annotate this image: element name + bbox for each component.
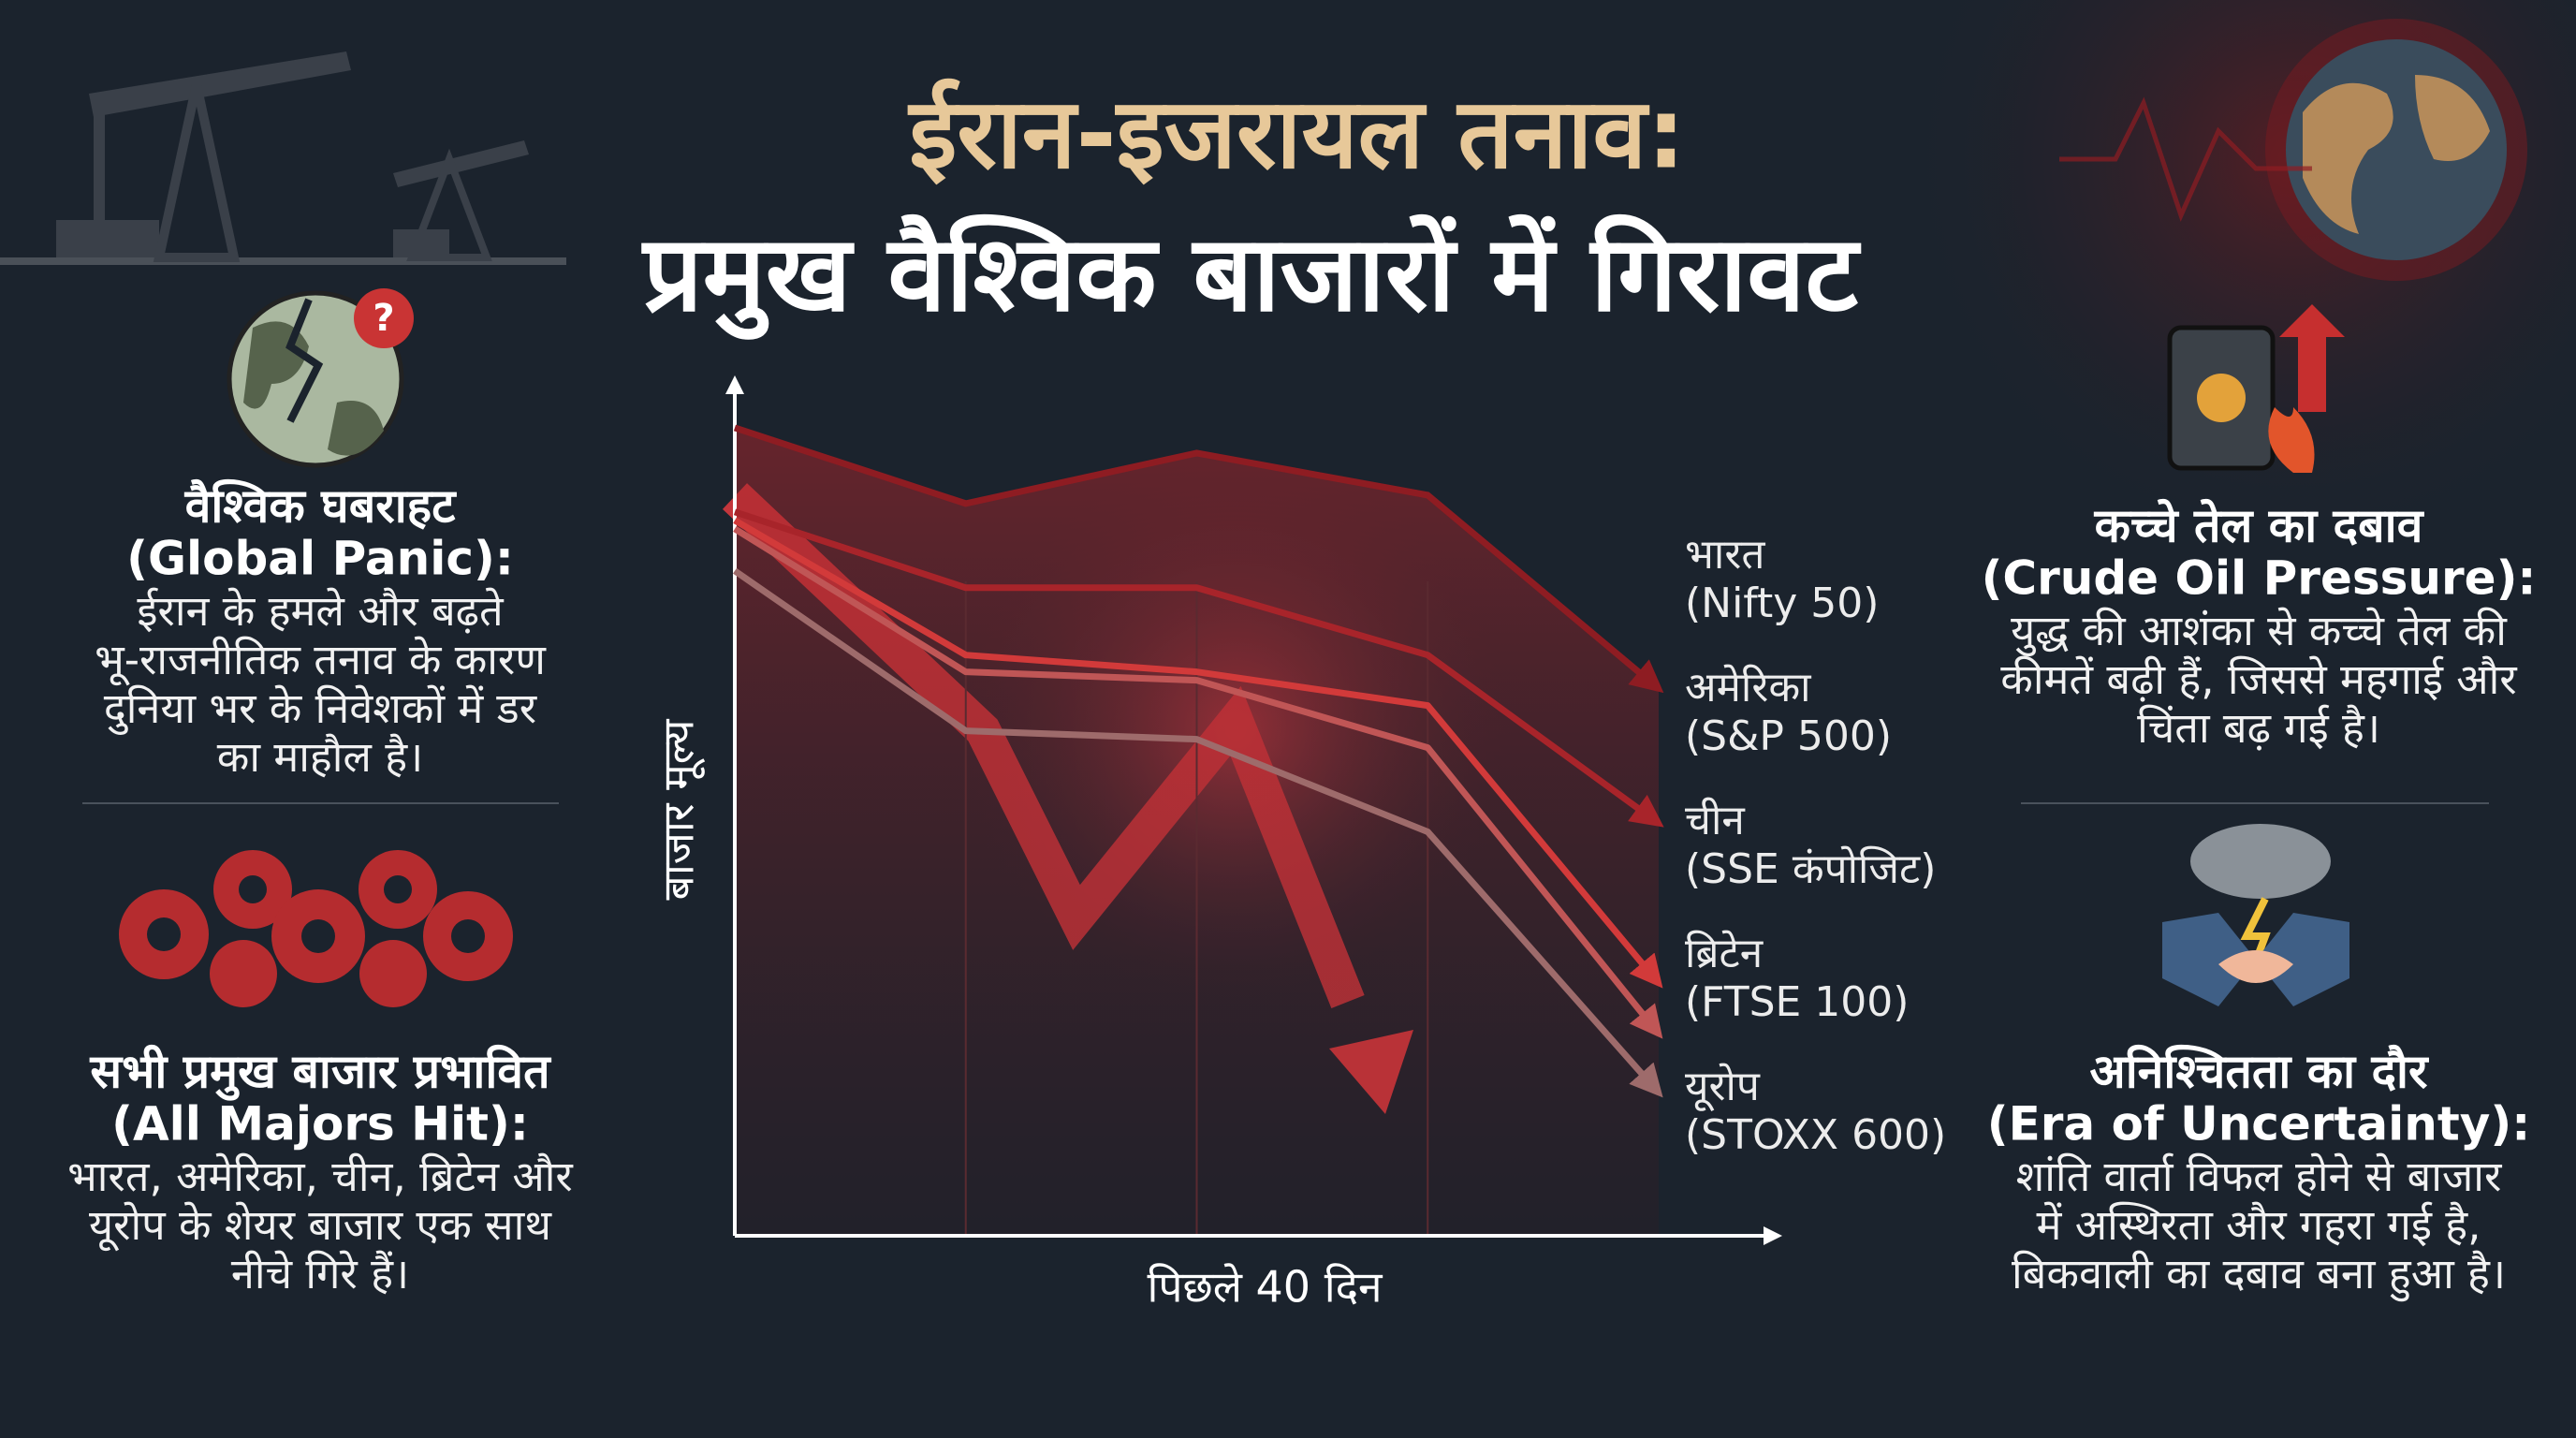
panel-subheading: (All Majors Hit): — [111, 1097, 529, 1152]
globe-icon — [2059, 19, 2527, 281]
legend-name: चीन — [1685, 797, 1746, 844]
legend-index: (Nifty 50) — [1685, 580, 1879, 627]
legend-index: (FTSE 100) — [1685, 978, 1909, 1026]
panel-heading: वैश्विक घबराहट — [184, 479, 458, 534]
title-line1: ईरान-इजरायल तनाव: — [907, 76, 1686, 190]
svg-text:?: ? — [373, 297, 394, 340]
gears-icon — [119, 850, 513, 1007]
panel-heading: कच्चे तेल का दबाव — [2094, 499, 2425, 553]
panel-heading: अनिश्चितता का दौर — [2090, 1045, 2429, 1099]
legend-index: (STOXX 600) — [1685, 1111, 1946, 1159]
panel-text: यूरोप के शेयर बाजार एक साथ — [89, 1200, 552, 1252]
panel-subheading: (Global Panic): — [126, 532, 514, 586]
x-axis-label: पिछले 40 दिन — [1147, 1262, 1383, 1313]
series-line — [733, 567, 1663, 1098]
oil-barrel-icon — [2167, 304, 2345, 473]
panel-text: का माहौल है। — [217, 732, 423, 782]
series-line — [733, 508, 1664, 828]
series-line — [733, 517, 1663, 989]
panel-text: युद्ध की आशंका से कच्चे तेल की — [2011, 606, 2508, 657]
legend-name: ब्रिटेन — [1685, 930, 1764, 977]
legend-name: भारत — [1685, 531, 1765, 579]
series-line — [733, 424, 1664, 694]
panel-text: कीमतें बढ़ी हैं, जिससे महगाई और — [2000, 654, 2518, 704]
chart: पिछले 40 दिन बाजार मूल्य भारत(Nifty 50) अमे… — [653, 375, 1946, 1313]
handshake-icon — [2162, 824, 2349, 1006]
legend-name: अमेरिका — [1685, 664, 1812, 712]
panel-text: ईरान के हमले और बढ़ते — [137, 586, 505, 636]
panel-text: में अस्थिरता और गहरा गई है, — [2037, 1200, 2481, 1250]
legend-index: (SSE कंपोजिट) — [1685, 845, 1936, 893]
panel-text: चिंता बढ़ गई है। — [2137, 703, 2380, 753]
panel-heading: सभी प्रमुख बाजार प्रभावित — [89, 1045, 551, 1102]
y-axis-label: बाजार मूल्य — [653, 718, 706, 900]
panel-text: शांति वार्ता विफल होने से बाजार — [2016, 1152, 2503, 1201]
panel-text: बिकवाली का दबाव बना हुआ है। — [2012, 1249, 2506, 1302]
panels: वैश्विक घबराहट(Global Panic):ईरान के हमल… — [67, 479, 2536, 1303]
panel-subheading: (Crude Oil Pressure): — [1982, 551, 2537, 606]
cracked-globe-icon: ? — [227, 288, 414, 468]
panel-text: नीचे गिरे हैं। — [231, 1249, 409, 1299]
oil-derricks-icon — [0, 51, 566, 265]
panel-subheading: (Era of Uncertainty): — [1987, 1097, 2530, 1152]
panel-text: भू-राजनीतिक तनाव के कारण — [95, 635, 547, 686]
series-line — [733, 525, 1663, 1039]
panel-text: दुनिया भर के निवेशकों में डर — [104, 683, 538, 735]
title-line2: प्रमुख वैश्विक बाजारों में गिरावट — [641, 213, 1861, 340]
panel-text: भारत, अमेरिका, चीन, ब्रिटेन और — [67, 1152, 574, 1201]
legend-index: (S&P 500) — [1685, 712, 1892, 760]
legend-name: यूरोप — [1685, 1063, 1761, 1112]
